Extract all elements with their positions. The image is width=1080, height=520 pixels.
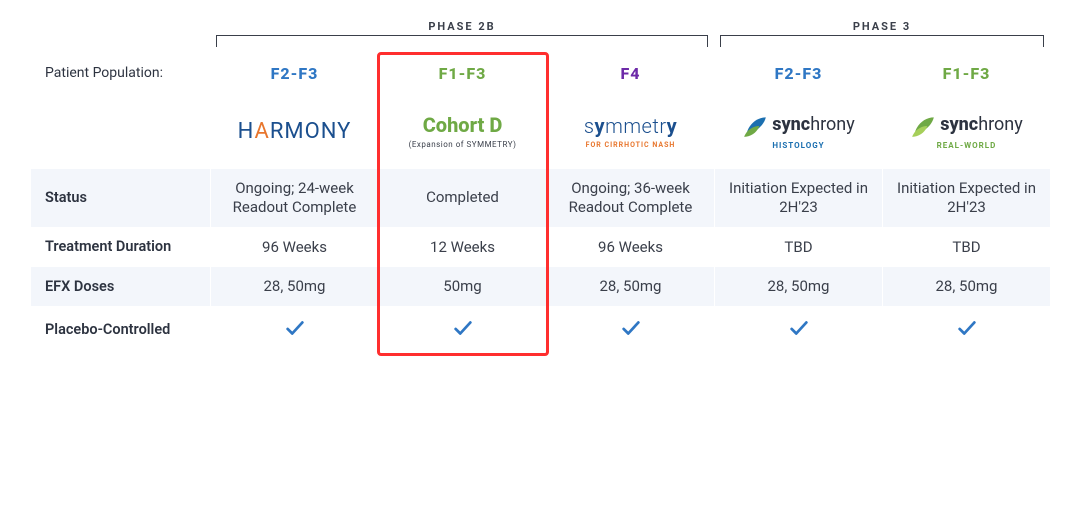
leaf-icon <box>910 113 936 139</box>
row-header-doses: EFX Doses <box>31 267 211 307</box>
duration-cell: TBD <box>883 227 1051 267</box>
phase-label: PHASE 3 <box>853 20 911 33</box>
phase-group-2b: PHASE 2B <box>210 20 714 47</box>
row-header-duration: Treatment Duration <box>31 227 211 267</box>
leaf-icon <box>742 113 768 139</box>
trial-comparison-table: PHASE 2B PHASE 3 Patient Population: F2-… <box>30 20 1050 355</box>
row-trial-logos: HARMONY Cohort D (Expansion of SYMMETRY)… <box>31 95 1051 169</box>
population-cell: F4 <box>547 54 715 95</box>
check-icon <box>452 317 474 339</box>
phase-header-row: PHASE 2B PHASE 3 <box>30 20 1050 47</box>
duration-cell: 96 Weeks <box>547 227 715 267</box>
status-cell: Initiation Expected in 2H'23 <box>883 169 1051 228</box>
population-cell: F1-F3 <box>379 54 547 95</box>
population-cell: F1-F3 <box>883 54 1051 95</box>
doses-cell: 28, 50mg <box>715 267 883 307</box>
population-cell: F2-F3 <box>211 54 379 95</box>
row-header-placebo: Placebo-Controlled <box>31 307 211 355</box>
duration-cell: TBD <box>715 227 883 267</box>
duration-cell: 96 Weeks <box>211 227 379 267</box>
doses-cell: 50mg <box>379 267 547 307</box>
status-cell: Ongoing; 24-week Readout Complete <box>211 169 379 228</box>
row-population: Patient Population: F2-F3 F1-F3 F4 F2-F3… <box>31 54 1051 95</box>
check-icon <box>788 317 810 339</box>
row-status: Status Ongoing; 24-week Readout Complete… <box>31 169 1051 228</box>
doses-cell: 28, 50mg <box>547 267 715 307</box>
check-icon <box>956 317 978 339</box>
row-placebo: Placebo-Controlled <box>31 307 1051 355</box>
trial-logo-harmony: HARMONY <box>211 95 379 169</box>
trial-logo-synchrony-histology: synchrony HISTOLOGY <box>715 95 883 169</box>
trial-logo-synchrony-realworld: synchrony REAL-WORLD <box>883 95 1051 169</box>
placebo-cell <box>883 307 1051 355</box>
row-duration: Treatment Duration 96 Weeks 12 Weeks 96 … <box>31 227 1051 267</box>
placebo-cell <box>715 307 883 355</box>
phase-group-3: PHASE 3 <box>714 20 1050 47</box>
row-doses: EFX Doses 28, 50mg 50mg 28, 50mg 28, 50m… <box>31 267 1051 307</box>
status-cell: Initiation Expected in 2H'23 <box>715 169 883 228</box>
trials-table: Patient Population: F2-F3 F1-F3 F4 F2-F3… <box>30 53 1051 355</box>
check-icon <box>284 317 306 339</box>
status-cell: Completed <box>379 169 547 228</box>
placebo-cell <box>379 307 547 355</box>
status-cell: Ongoing; 36-week Readout Complete <box>547 169 715 228</box>
doses-cell: 28, 50mg <box>883 267 1051 307</box>
placebo-cell <box>547 307 715 355</box>
trial-logo-symmetry: symmetry FOR CIRRHOTIC NASH <box>547 95 715 169</box>
row-header-population: Patient Population: <box>31 54 211 95</box>
row-header-status: Status <box>31 169 211 228</box>
population-cell: F2-F3 <box>715 54 883 95</box>
doses-cell: 28, 50mg <box>211 267 379 307</box>
duration-cell: 12 Weeks <box>379 227 547 267</box>
check-icon <box>620 317 642 339</box>
placebo-cell <box>211 307 379 355</box>
phase-label: PHASE 2B <box>428 20 495 33</box>
trial-logo-cohort-d: Cohort D (Expansion of SYMMETRY) <box>379 95 547 169</box>
